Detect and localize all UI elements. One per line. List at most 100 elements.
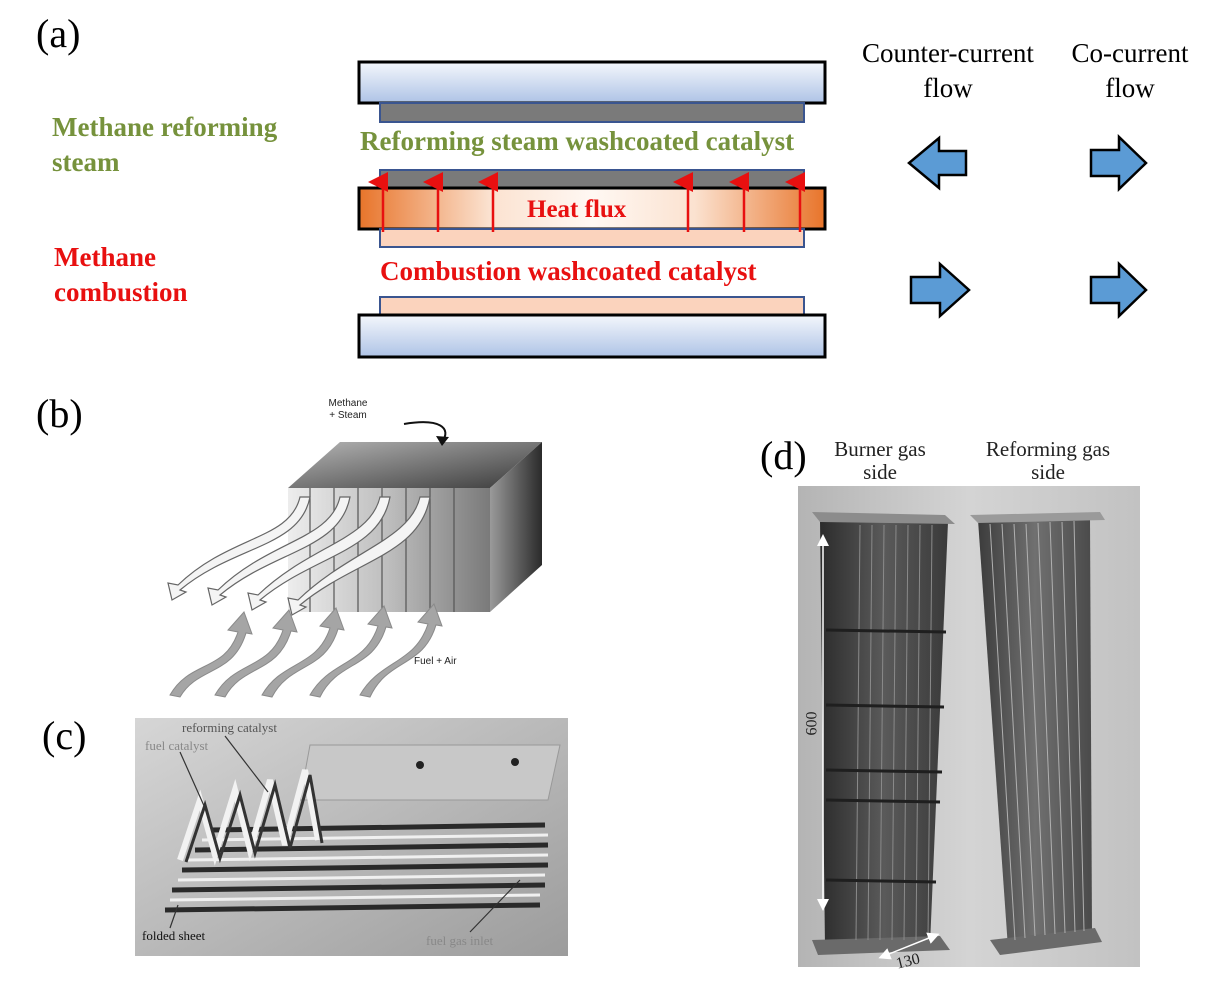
fin bbox=[1061, 521, 1076, 933]
leader-line bbox=[224, 735, 269, 793]
fin bbox=[989, 523, 1016, 941]
counter-current-header-line1: Counter-current bbox=[862, 38, 1034, 68]
bottom-wall bbox=[357, 313, 827, 359]
reforming-side-label-line1: Methane reforming bbox=[52, 112, 278, 142]
fin bbox=[927, 524, 933, 941]
leader-line bbox=[469, 879, 521, 933]
folded-sheet-layer bbox=[209, 822, 546, 833]
fuel-arrow bbox=[169, 611, 253, 698]
panel-d-label: (d) bbox=[760, 433, 807, 478]
fin bbox=[879, 524, 885, 941]
product-arrow bbox=[247, 496, 391, 611]
reforming-stack bbox=[978, 518, 1092, 948]
methane-steam-label-line1: Methane bbox=[328, 398, 368, 409]
leader-line bbox=[169, 904, 179, 929]
counter-current-header: Counter-current flow bbox=[848, 36, 1048, 106]
leader-lines bbox=[169, 735, 521, 933]
co-current-header-line1: Co-current bbox=[1071, 38, 1189, 68]
zigzag-fins bbox=[177, 769, 321, 866]
fin bbox=[915, 524, 921, 941]
burner-stack-bands bbox=[825, 628, 947, 884]
reforming-side-caption: Reforming gas side bbox=[978, 438, 1118, 484]
fin bbox=[891, 524, 897, 941]
heat-flux-label: Heat flux bbox=[527, 196, 627, 223]
fuel-gas-inlet-callout: fuel gas inlet bbox=[426, 933, 494, 948]
fin bbox=[867, 524, 873, 941]
counter-current-header-line2: flow bbox=[923, 73, 973, 103]
panel-c-label: (c) bbox=[42, 713, 87, 758]
height-dimension-label: 600 bbox=[803, 711, 821, 736]
sheet-highlights bbox=[169, 833, 549, 902]
folded-sheet-layer bbox=[181, 862, 549, 873]
block-side-face bbox=[490, 442, 542, 612]
methane-steam-label-line2: + Steam bbox=[329, 410, 367, 421]
reforming-side-label: Methane reforming steam bbox=[52, 110, 277, 180]
fuel-arrow bbox=[214, 609, 298, 698]
fin bbox=[855, 524, 861, 941]
leader-line bbox=[179, 751, 206, 809]
combustion-side-label: Methane combustion bbox=[54, 240, 188, 310]
heat-flux-arrows bbox=[368, 172, 805, 232]
methane-steam-label: Methane + Steam bbox=[318, 398, 378, 422]
folded-sheet-layer bbox=[171, 882, 546, 893]
combustion-side-label-line1: Methane bbox=[54, 242, 156, 272]
folded-sheet-layer bbox=[164, 902, 541, 913]
product-arrow bbox=[207, 496, 351, 606]
fuel-air-label: Fuel + Air bbox=[414, 656, 457, 667]
reforming-side-label-line2: steam bbox=[52, 147, 120, 177]
fin bbox=[1037, 522, 1056, 935]
flow-arrows bbox=[907, 134, 1148, 319]
sheet-highlight bbox=[169, 893, 541, 902]
co-current-header: Co-current flow bbox=[1060, 36, 1200, 106]
folded-sheet-callout: folded sheet bbox=[142, 928, 206, 943]
burner-stack-fins bbox=[855, 524, 933, 941]
combustion-catalyst-label: Combustion washcoated catalyst bbox=[380, 256, 757, 286]
counter-current-arrow-right bbox=[909, 261, 971, 319]
reforming-side-caption-line2: side bbox=[1031, 460, 1065, 484]
plate-hole bbox=[511, 758, 519, 766]
reforming-side-caption-line1: Reforming gas bbox=[985, 437, 1111, 461]
band bbox=[825, 628, 947, 634]
methane-inlet-arrowhead bbox=[436, 436, 449, 446]
product-arrow bbox=[287, 496, 431, 616]
reforming-catalyst-label: Reforming steam washcoated catalyst bbox=[360, 126, 795, 156]
band bbox=[825, 798, 941, 804]
fin bbox=[1013, 523, 1036, 937]
fin bbox=[1049, 521, 1066, 934]
product-arrow bbox=[167, 496, 311, 601]
panel-a-label: (a) bbox=[36, 11, 81, 56]
reforming-stack-top bbox=[970, 512, 1105, 523]
reforming-stack-fins bbox=[989, 520, 1085, 941]
co-current-arrow-bottom bbox=[1089, 261, 1148, 319]
fuel-arrow bbox=[359, 603, 443, 698]
burner-stack-top bbox=[812, 512, 955, 524]
zigzag-fins-shadow bbox=[184, 774, 324, 864]
width-dimension-arrow bbox=[878, 932, 940, 960]
reforming-catalyst-top-layer bbox=[379, 102, 805, 123]
fuel-arrow bbox=[309, 605, 393, 698]
fin bbox=[1073, 520, 1085, 932]
band bbox=[825, 703, 945, 709]
fin bbox=[1025, 523, 1046, 936]
combustion-catalyst-top-layer bbox=[379, 228, 805, 248]
burner-side-caption: Burner gas side bbox=[820, 438, 940, 484]
sheet-highlight bbox=[187, 853, 549, 862]
fin bbox=[1001, 523, 1026, 939]
sheet-highlight bbox=[177, 873, 546, 882]
co-current-arrow-top bbox=[1089, 134, 1148, 192]
band bbox=[825, 768, 943, 774]
fuel-catalyst-callout: fuel catalyst bbox=[145, 738, 209, 753]
counter-current-arrow-left bbox=[907, 135, 968, 191]
combustion-side-label-line2: combustion bbox=[54, 277, 188, 307]
burner-stack bbox=[820, 520, 948, 948]
plate-hole bbox=[416, 761, 424, 769]
panel-b-label: (b) bbox=[36, 391, 83, 436]
fuel-air-arrows bbox=[169, 603, 443, 698]
co-current-header-line2: flow bbox=[1105, 73, 1155, 103]
burner-side-caption-line2: side bbox=[863, 460, 897, 484]
reforming-catalyst-callout: reforming catalyst bbox=[182, 720, 277, 735]
